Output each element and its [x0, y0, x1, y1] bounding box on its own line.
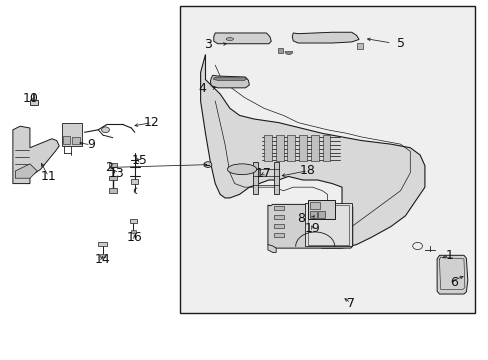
Circle shape — [102, 127, 109, 133]
Text: 9: 9 — [87, 138, 95, 151]
Text: 2: 2 — [105, 161, 113, 174]
Bar — [287, 135, 295, 161]
Bar — [309, 211, 317, 218]
Text: 10: 10 — [23, 92, 39, 105]
Bar — [180, 6, 474, 313]
Bar — [273, 206, 283, 211]
Ellipse shape — [227, 164, 256, 175]
Bar — [109, 163, 117, 167]
Text: 4: 4 — [198, 82, 205, 95]
Bar — [277, 48, 282, 53]
Text: 13: 13 — [109, 167, 124, 180]
Bar — [109, 188, 117, 193]
Bar — [305, 203, 351, 246]
Text: 18: 18 — [299, 164, 315, 177]
Text: 16: 16 — [127, 231, 142, 244]
Bar — [299, 135, 306, 161]
Polygon shape — [200, 54, 424, 248]
Bar — [131, 179, 138, 184]
Bar — [131, 230, 136, 233]
Text: 3: 3 — [203, 38, 211, 51]
Text: 6: 6 — [449, 276, 457, 289]
Bar — [273, 162, 278, 194]
Polygon shape — [436, 255, 467, 294]
Bar — [130, 220, 137, 223]
Polygon shape — [15, 164, 37, 178]
Polygon shape — [13, 126, 59, 184]
Bar — [253, 162, 258, 194]
Bar — [356, 42, 362, 49]
Bar — [61, 123, 82, 146]
Bar — [72, 136, 80, 144]
Bar — [309, 202, 319, 210]
Bar — [109, 176, 117, 180]
Bar — [310, 135, 318, 161]
Bar — [63, 135, 70, 144]
Polygon shape — [210, 75, 249, 88]
Polygon shape — [213, 33, 271, 44]
Text: 7: 7 — [346, 297, 354, 310]
Bar — [307, 205, 348, 244]
Text: 15: 15 — [131, 154, 147, 167]
Text: 17: 17 — [256, 167, 271, 180]
Text: 12: 12 — [143, 116, 160, 129]
Text: 1: 1 — [445, 249, 452, 262]
Bar — [318, 211, 325, 218]
Wedge shape — [285, 51, 292, 54]
Text: 19: 19 — [304, 222, 320, 235]
Text: 8: 8 — [297, 212, 305, 225]
Polygon shape — [267, 244, 276, 252]
Bar — [98, 242, 107, 246]
Ellipse shape — [226, 38, 233, 41]
Bar — [273, 224, 283, 228]
Polygon shape — [213, 77, 246, 80]
Bar — [307, 200, 334, 220]
Bar — [273, 215, 283, 220]
Circle shape — [203, 162, 211, 167]
Polygon shape — [292, 32, 358, 43]
Bar — [273, 233, 283, 237]
Text: 11: 11 — [41, 170, 56, 183]
Text: 14: 14 — [94, 253, 110, 266]
Polygon shape — [267, 204, 352, 248]
Bar — [264, 135, 271, 161]
Bar — [322, 135, 330, 161]
Bar — [275, 135, 283, 161]
Bar — [30, 100, 38, 105]
Bar — [100, 253, 105, 257]
Text: 5: 5 — [396, 36, 404, 50]
